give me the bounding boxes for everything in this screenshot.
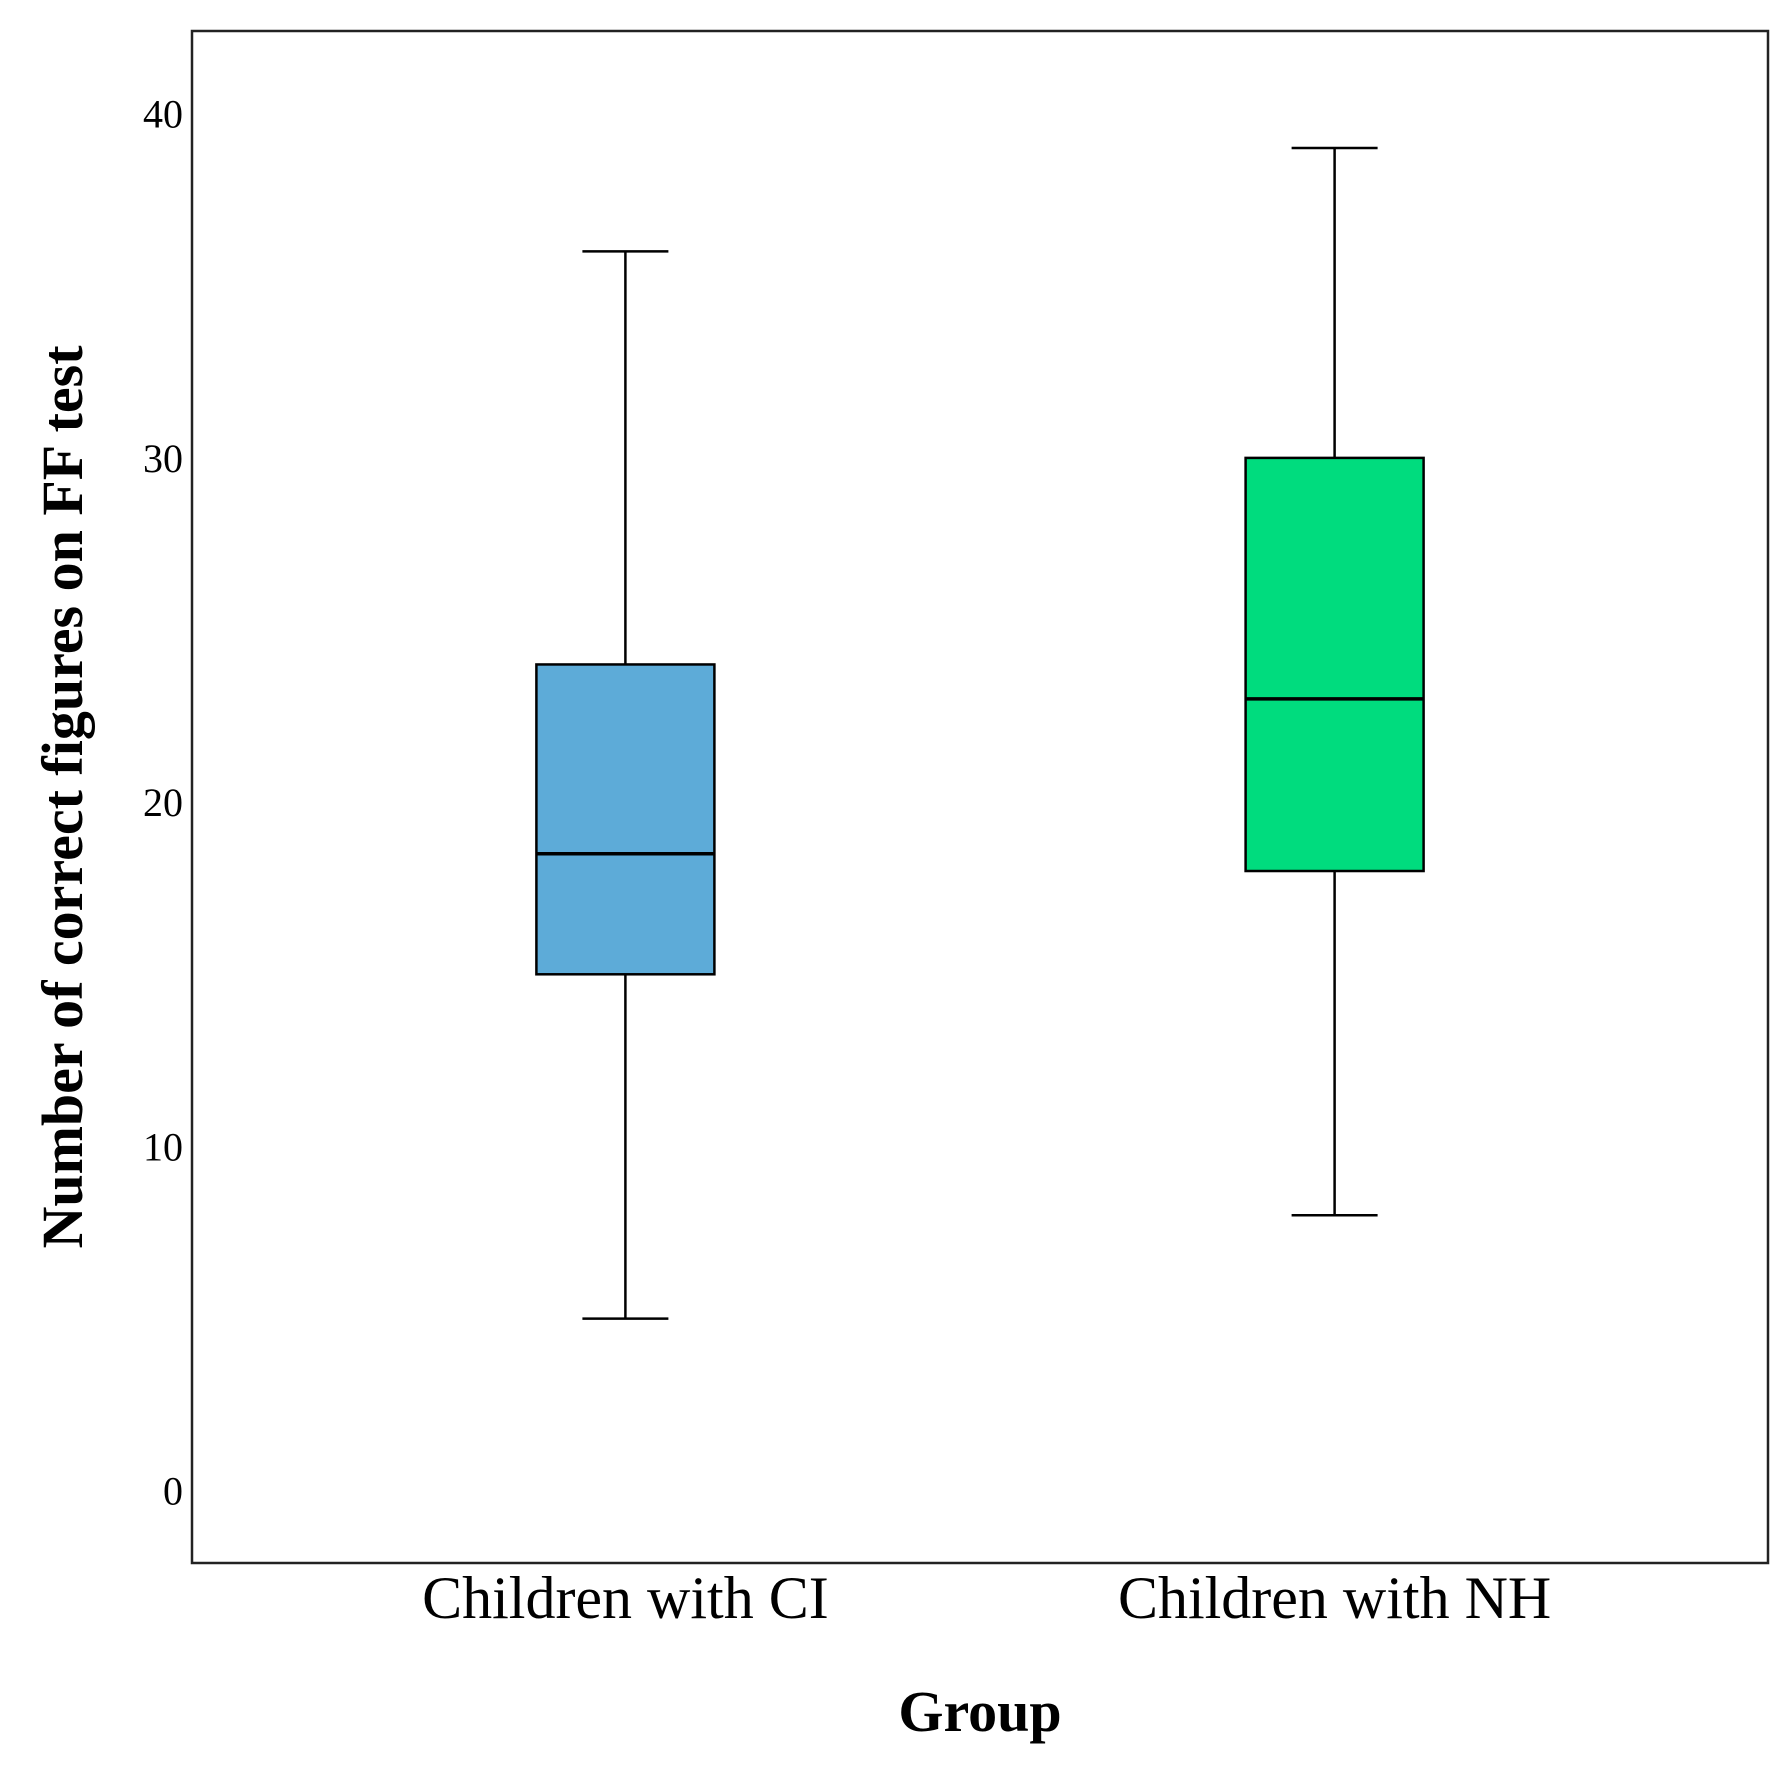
x-axis-category-labels: Children with CI Children with NH — [422, 1565, 1551, 1631]
y-tick-label: 40 — [143, 92, 183, 137]
y-tick-label: 30 — [143, 436, 183, 481]
y-tick-label: 20 — [143, 780, 183, 825]
y-axis-title: Number of correct figures on FF test — [30, 345, 95, 1249]
box-2 — [1244, 146, 1425, 1217]
boxes-layer — [535, 146, 1425, 1320]
x-category-label: Children with CI — [422, 1565, 829, 1631]
y-tick-label: 10 — [143, 1124, 183, 1169]
y-axis-ticks: 0 10 20 30 40 — [143, 92, 183, 1514]
y-tick-label: 0 — [163, 1469, 183, 1514]
iqr-box — [535, 663, 716, 976]
x-axis-title: Group — [898, 1679, 1061, 1744]
iqr-box — [1244, 456, 1425, 873]
box-1 — [535, 250, 716, 1320]
x-category-label: Children with NH — [1118, 1565, 1551, 1631]
plot-frame — [190, 29, 1770, 1565]
